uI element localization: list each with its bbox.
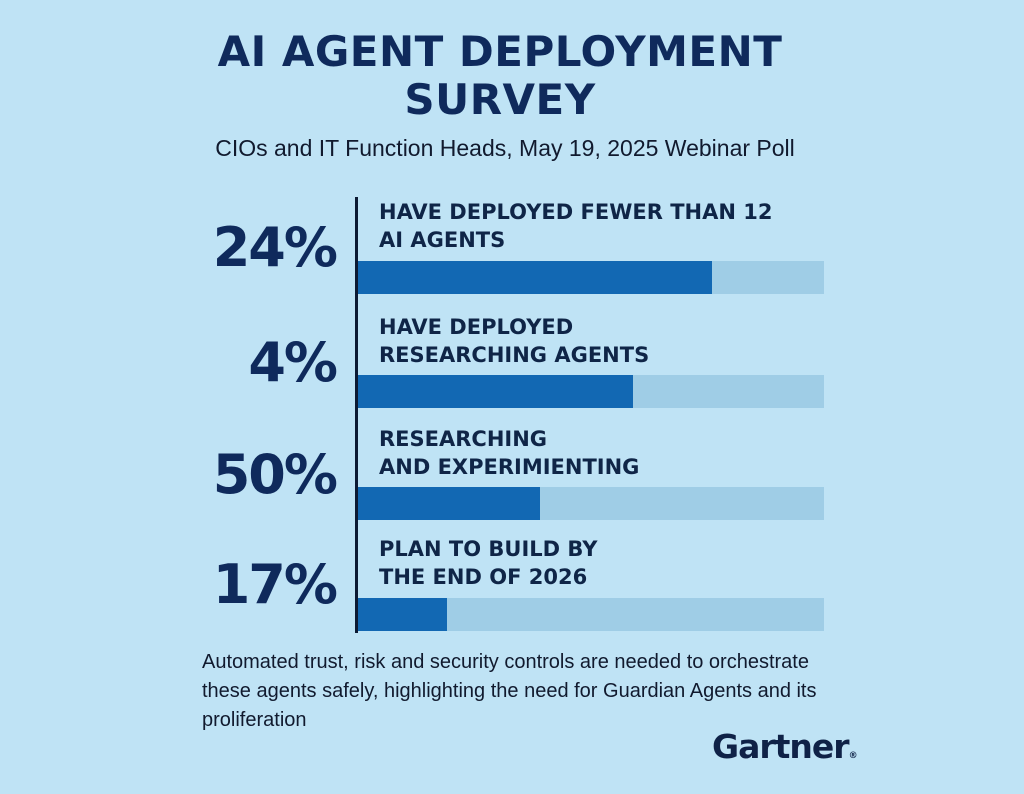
bar-track (358, 375, 824, 408)
bar-track (358, 261, 824, 294)
title-line-2: SURVEY (404, 75, 596, 124)
category-axis-line (355, 197, 358, 633)
category-label: HAVE DEPLOYED FEWER THAN 12 AI AGENTS (379, 200, 773, 252)
footnote: Automated trust, risk and security contr… (202, 651, 817, 731)
bar (358, 261, 713, 294)
value-label: 4% (248, 331, 338, 394)
value-label: 50% (212, 443, 338, 506)
bar-track (358, 487, 824, 520)
gartner-logo: Gartner® (712, 727, 858, 766)
value-label: 17% (212, 553, 338, 616)
registered-mark: ® (848, 751, 858, 761)
value-label: 24% (212, 216, 338, 279)
chart-subtitle: CIOs and IT Function Heads, May 19, 2025… (215, 135, 795, 161)
category-label: HAVE DEPLOYED RESEARCHING AGENTS (379, 315, 650, 367)
category-label: PLAN TO BUILD BY THE END OF 2026 (379, 537, 598, 589)
bar (358, 598, 447, 631)
category-label: RESEARCHING AND EXPERIMIENTING (379, 427, 640, 479)
logo-text: Gartner (712, 727, 850, 766)
bar-track (358, 598, 824, 631)
chart-title: AI AGENT DEPLOYMENT SURVEY (0, 28, 1000, 124)
bar (358, 375, 633, 408)
bar (358, 487, 540, 520)
title-line-1: AI AGENT DEPLOYMENT (217, 27, 783, 76)
